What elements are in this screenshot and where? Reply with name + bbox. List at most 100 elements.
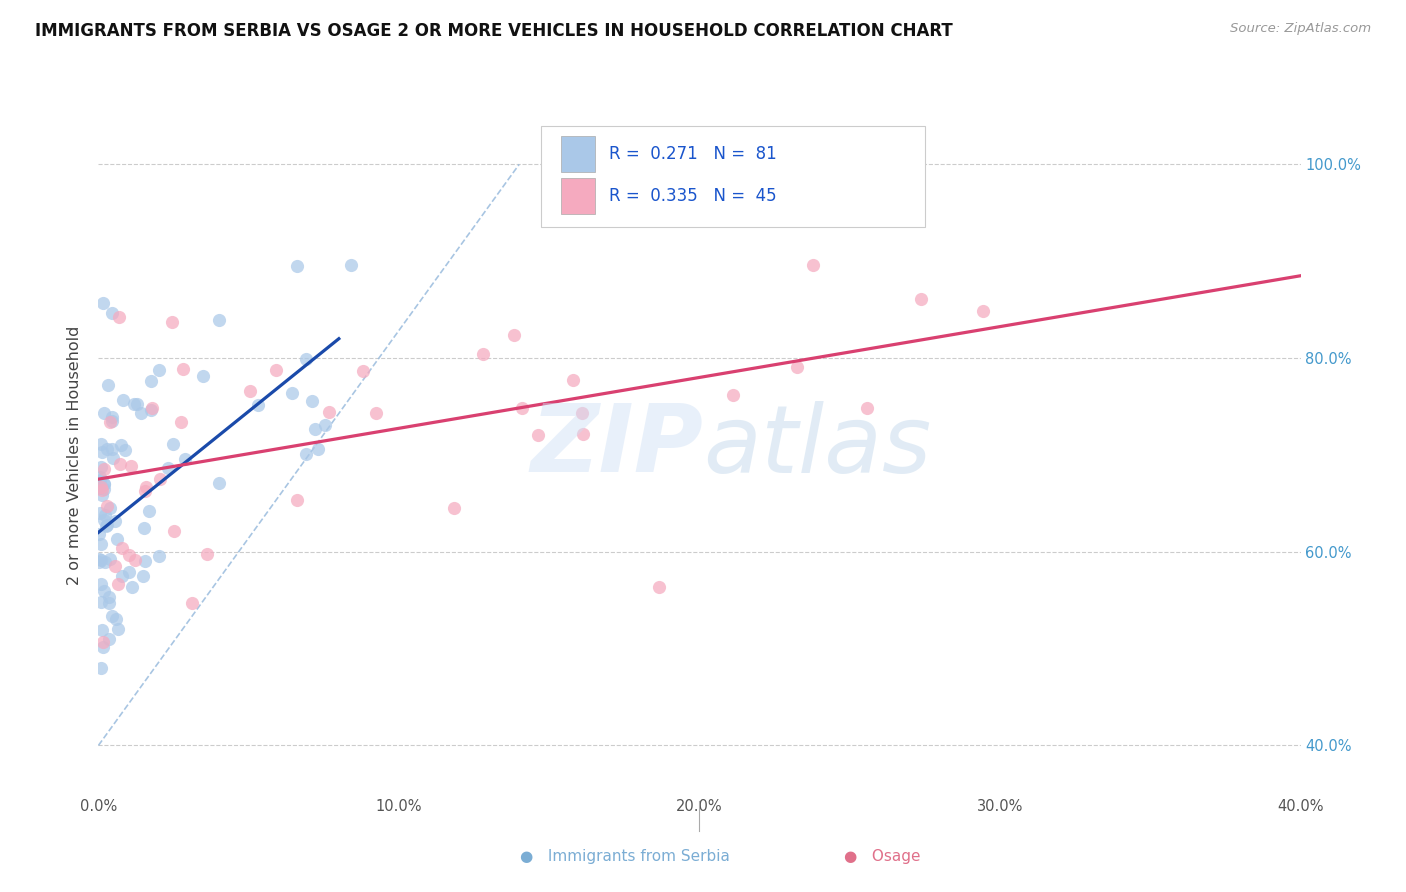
- Point: [97, 596, 120, 610]
- Text: ZIP: ZIP: [530, 400, 703, 492]
- Point: [89, 506, 111, 520]
- Point: [721, 388, 744, 402]
- Point: [87, 482, 110, 496]
- Point: [304, 422, 326, 436]
- Point: [87, 551, 110, 566]
- Point: [93, 462, 115, 476]
- Text: R =  0.271   N =  81: R = 0.271 N = 81: [609, 145, 778, 163]
- Point: [89, 473, 111, 487]
- Point: [307, 442, 329, 456]
- Point: [91, 445, 114, 459]
- Point: [141, 401, 163, 416]
- Point: [786, 360, 808, 375]
- Point: [93, 476, 115, 491]
- Text: ●   Osage: ● Osage: [844, 849, 920, 863]
- Point: [572, 426, 595, 441]
- Point: [90, 459, 112, 474]
- Point: [118, 548, 141, 562]
- Point: [571, 406, 593, 420]
- Point: [105, 532, 128, 546]
- Point: [108, 310, 131, 325]
- Point: [91, 296, 114, 310]
- Point: [318, 405, 340, 419]
- Point: [94, 508, 117, 522]
- Point: [139, 402, 162, 417]
- Point: [160, 315, 183, 329]
- Point: [107, 622, 129, 636]
- Point: [104, 612, 127, 626]
- Point: [90, 595, 112, 609]
- Text: IMMIGRANTS FROM SERBIA VS OSAGE 2 OR MORE VEHICLES IN HOUSEHOLD CORRELATION CHAR: IMMIGRANTS FROM SERBIA VS OSAGE 2 OR MOR…: [35, 22, 953, 40]
- Bar: [561, 136, 595, 171]
- Point: [91, 640, 114, 655]
- Point: [104, 514, 127, 528]
- Point: [101, 450, 124, 465]
- Point: [648, 580, 671, 594]
- Point: [98, 590, 121, 604]
- Point: [101, 608, 124, 623]
- Point: [295, 351, 318, 366]
- Text: ●   Immigrants from Serbia: ● Immigrants from Serbia: [520, 849, 730, 863]
- Point: [285, 492, 308, 507]
- Point: [510, 401, 533, 416]
- Point: [294, 447, 316, 461]
- Point: [195, 547, 218, 561]
- Point: [138, 504, 160, 518]
- Point: [281, 386, 304, 401]
- Point: [801, 258, 824, 272]
- Point: [98, 552, 121, 566]
- Point: [139, 374, 162, 388]
- Point: [132, 568, 155, 582]
- Point: [90, 436, 112, 450]
- Point: [96, 518, 118, 533]
- Point: [239, 384, 262, 398]
- Point: [96, 442, 118, 457]
- Text: R =  0.335   N =  45: R = 0.335 N = 45: [609, 187, 778, 205]
- Point: [98, 415, 121, 429]
- Point: [117, 565, 139, 579]
- Point: [443, 500, 465, 515]
- Point: [89, 470, 111, 484]
- Point: [91, 483, 114, 497]
- Point: [472, 347, 495, 361]
- Point: [972, 304, 994, 318]
- Point: [90, 488, 112, 502]
- Point: [207, 313, 229, 327]
- Point: [149, 472, 172, 486]
- Point: [110, 568, 132, 582]
- Point: [134, 484, 156, 499]
- Point: [180, 597, 202, 611]
- Point: [162, 437, 184, 451]
- Point: [101, 414, 124, 428]
- Point: [910, 293, 932, 307]
- Point: [156, 461, 179, 475]
- Point: [111, 541, 134, 555]
- Point: [101, 409, 124, 424]
- Point: [101, 305, 124, 319]
- Point: [172, 362, 194, 376]
- Point: [352, 364, 374, 378]
- Point: [163, 524, 186, 539]
- Point: [93, 406, 115, 420]
- Point: [174, 452, 197, 467]
- Point: [90, 661, 112, 675]
- Point: [90, 536, 112, 550]
- Point: [107, 577, 129, 591]
- Point: [364, 406, 387, 420]
- Point: [125, 396, 148, 410]
- Point: [301, 393, 323, 408]
- Point: [89, 479, 111, 493]
- Point: [134, 554, 156, 568]
- Point: [96, 499, 118, 513]
- Point: [97, 377, 120, 392]
- Point: [121, 580, 143, 594]
- Point: [110, 437, 132, 451]
- Point: [87, 555, 110, 569]
- Bar: [561, 178, 595, 213]
- Point: [93, 477, 115, 491]
- Text: Source: ZipAtlas.com: Source: ZipAtlas.com: [1230, 22, 1371, 36]
- Point: [108, 457, 131, 471]
- Point: [90, 480, 112, 494]
- Point: [285, 259, 308, 273]
- Point: [90, 577, 112, 591]
